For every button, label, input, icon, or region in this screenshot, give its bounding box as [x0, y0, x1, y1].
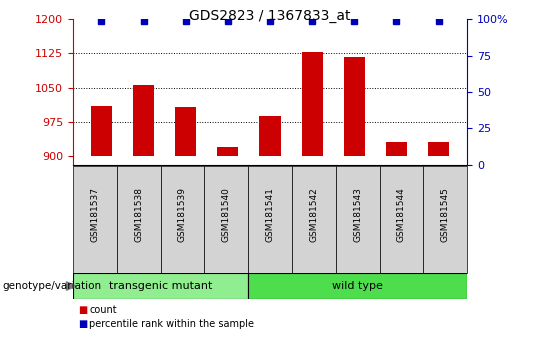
Text: transgenic mutant: transgenic mutant [109, 281, 212, 291]
Text: ■: ■ [78, 305, 87, 315]
Bar [428, 142, 449, 155]
Bar [175, 107, 196, 155]
Text: GSM181545: GSM181545 [441, 187, 450, 242]
Bar [73, 166, 117, 273]
Bar [386, 142, 407, 155]
Bar [248, 273, 467, 299]
Bar [160, 166, 204, 273]
Bar [344, 57, 365, 155]
Text: count: count [89, 305, 117, 315]
Text: GSM181541: GSM181541 [266, 187, 274, 242]
Text: genotype/variation: genotype/variation [3, 281, 102, 291]
Text: GSM181542: GSM181542 [309, 187, 318, 241]
Bar [259, 116, 281, 155]
Text: GSM181543: GSM181543 [353, 187, 362, 242]
Bar [423, 166, 467, 273]
Bar [302, 52, 323, 155]
Text: GSM181540: GSM181540 [222, 187, 231, 242]
Text: GSM181537: GSM181537 [90, 187, 99, 242]
Text: wild type: wild type [332, 281, 383, 291]
Bar [217, 147, 238, 155]
Text: GSM181539: GSM181539 [178, 187, 187, 242]
Bar [91, 105, 112, 155]
Bar [204, 166, 248, 273]
Text: GSM181544: GSM181544 [397, 187, 406, 241]
Text: GDS2823 / 1367833_at: GDS2823 / 1367833_at [189, 9, 351, 23]
Polygon shape [66, 282, 76, 290]
Text: ■: ■ [78, 319, 87, 329]
Bar [133, 85, 154, 155]
Bar [117, 166, 160, 273]
Bar [73, 273, 248, 299]
Bar [248, 166, 292, 273]
Bar [380, 166, 423, 273]
Text: percentile rank within the sample: percentile rank within the sample [89, 319, 254, 329]
Bar [292, 166, 336, 273]
Bar [336, 166, 380, 273]
Text: GSM181538: GSM181538 [134, 187, 143, 242]
